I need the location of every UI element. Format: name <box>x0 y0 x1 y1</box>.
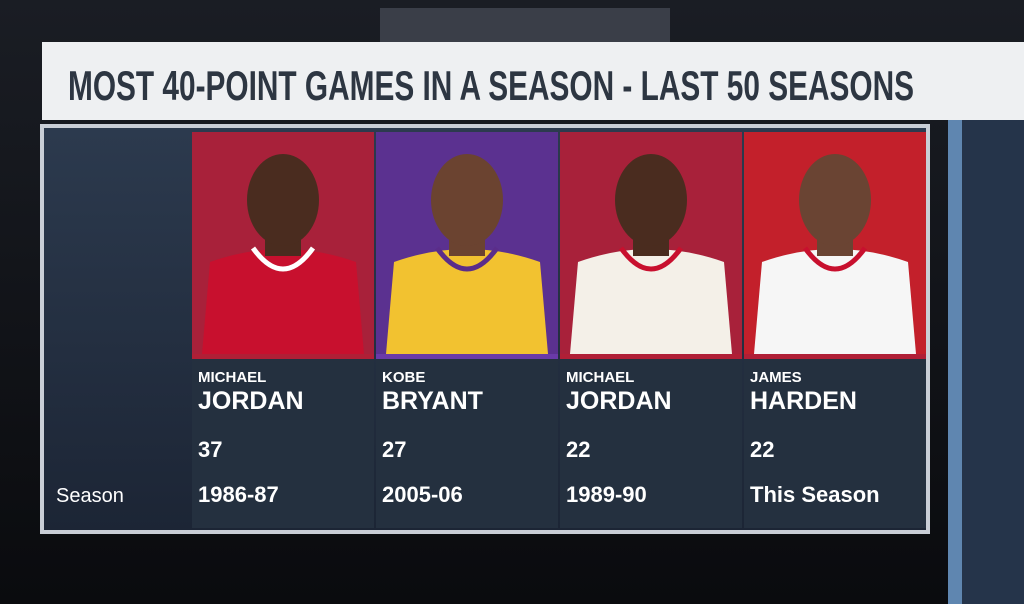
neckline <box>618 246 684 272</box>
row-label: Season <box>56 485 124 507</box>
season: 2005-06 <box>382 482 463 507</box>
jersey <box>386 249 548 354</box>
photo-base <box>560 354 742 359</box>
last-name: JORDAN <box>198 387 304 415</box>
last-name: JORDAN <box>566 387 672 415</box>
head <box>615 154 687 246</box>
head <box>247 154 319 246</box>
photo-base <box>376 354 558 359</box>
head <box>431 154 503 246</box>
photo-base <box>192 354 374 359</box>
first-name: MICHAEL <box>198 369 266 386</box>
games: 22 <box>750 437 774 462</box>
crowd-strip <box>380 8 670 42</box>
photo-base <box>744 354 926 359</box>
side-bar <box>948 120 962 604</box>
first-name: JAMES <box>750 369 802 386</box>
neckline <box>802 246 868 272</box>
first-name: MICHAEL <box>566 369 634 386</box>
side-panel <box>950 120 1024 604</box>
jersey <box>570 249 732 354</box>
games: 22 <box>566 437 590 462</box>
neckline <box>434 246 500 272</box>
games: 27 <box>382 437 406 462</box>
columns: MICHAELJORDAN371986-87KOBEBRYANT272005-0… <box>192 132 926 528</box>
title: MOST 40-POINT GAMES IN A SEASON - LAST 5… <box>68 62 914 109</box>
season: 1986-87 <box>198 482 279 507</box>
jersey <box>202 249 364 354</box>
neckline <box>250 246 316 272</box>
games: 37 <box>198 437 222 462</box>
title-bar <box>42 42 1024 120</box>
season: This Season <box>750 482 880 507</box>
head <box>799 154 871 246</box>
last-name: HARDEN <box>750 387 857 415</box>
last-name: BRYANT <box>382 387 483 415</box>
season: 1989-90 <box>566 482 647 507</box>
first-name: KOBE <box>382 369 425 386</box>
jersey <box>754 249 916 354</box>
